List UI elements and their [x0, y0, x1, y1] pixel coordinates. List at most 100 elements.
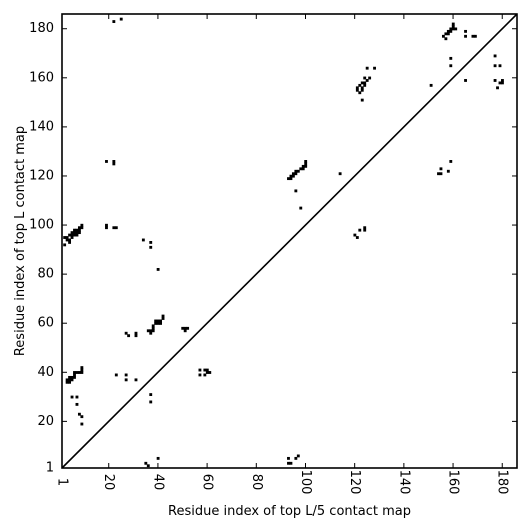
axis-ticks: [61, 14, 517, 469]
lower-contact-point: [296, 454, 300, 458]
upper-contact-point: [112, 160, 116, 163]
upper-contact-point: [75, 233, 79, 237]
lower-contact-point: [159, 321, 163, 325]
upper-contact-point: [498, 81, 502, 85]
x-tick-label: 40: [150, 474, 165, 491]
lower-contact-point: [181, 326, 185, 330]
lower-contact-point: [161, 314, 165, 318]
y-tick-label: 160: [29, 70, 54, 85]
upper-contact-point: [291, 172, 295, 176]
lower-contact-point: [68, 378, 72, 382]
x-tick-label: 20: [101, 474, 116, 491]
upper-contact-point: [501, 79, 504, 82]
upper-contact-point: [437, 172, 440, 176]
upper-contact-point: [493, 64, 497, 68]
upper-contact-point: [449, 56, 453, 60]
lower-contact-point: [198, 368, 202, 372]
upper-contact-point: [471, 34, 475, 38]
upper-contact-point: [338, 172, 342, 176]
upper-contact-point: [294, 189, 298, 193]
lower-contact-point: [68, 380, 72, 384]
upper-contact-point: [449, 27, 453, 31]
upper-contact-point: [365, 79, 369, 82]
lower-contact-point: [183, 326, 187, 330]
lower-contact-point: [205, 368, 209, 372]
lower-contact-point: [287, 461, 290, 465]
upper-contact-point: [304, 162, 308, 166]
y-tick-label: 120: [29, 168, 54, 183]
upper-contact-point: [68, 233, 72, 237]
y-tick-label: 180: [29, 21, 54, 36]
lower-contact-point: [80, 368, 84, 372]
x-tick-label: 120: [347, 470, 362, 495]
upper-contact-point: [358, 91, 362, 95]
upper-contact-point: [301, 167, 305, 171]
y-tick-label: 100: [29, 218, 54, 233]
lower-contact-point: [294, 456, 298, 460]
y-tick-label: 40: [37, 365, 54, 380]
upper-contact-point: [304, 160, 308, 163]
upper-contact-point: [446, 169, 450, 173]
upper-contact-point: [464, 34, 467, 38]
upper-contact-point: [80, 226, 84, 230]
y-tick-label: 140: [29, 119, 54, 134]
lower-contact-point: [151, 329, 155, 333]
upper-contact-point: [363, 81, 367, 85]
upper-contact-point: [68, 241, 72, 244]
lower-contact-point: [183, 329, 187, 333]
lower-contact-point: [134, 378, 138, 382]
upper-contact-point: [75, 228, 79, 232]
upper-contact-point: [496, 86, 499, 90]
x-tick-label: 60: [200, 474, 215, 491]
upper-contact-point: [149, 245, 153, 249]
upper-contact-point: [360, 88, 364, 92]
upper-contact-point: [294, 172, 298, 176]
lower-contact-point: [80, 422, 84, 426]
upper-contact-point: [501, 81, 504, 85]
x-tick-label: 140: [396, 470, 411, 495]
lower-contact-point: [146, 329, 150, 333]
upper-contact-point: [112, 20, 116, 23]
lower-contact-point: [70, 395, 74, 399]
upper-contact-point: [80, 223, 84, 227]
lower-contact-point: [80, 371, 84, 374]
lower-contact-point: [70, 378, 74, 382]
upper-contact-point: [299, 206, 303, 210]
upper-contact-point: [353, 233, 357, 237]
upper-contact-point: [119, 17, 123, 21]
upper-contact-point: [105, 160, 108, 163]
y-tick-label: 1: [46, 461, 54, 476]
upper-contact-point: [68, 238, 72, 242]
lower-contact-point: [70, 375, 74, 379]
lower-contact-point: [149, 400, 153, 404]
lower-contact-point: [73, 373, 76, 377]
lower-contact-point: [127, 334, 131, 338]
upper-contact-point: [77, 226, 81, 230]
upper-contact-point: [464, 79, 467, 82]
upper-contact-point: [493, 79, 497, 82]
lower-contact-point: [151, 326, 155, 330]
lower-contact-point: [198, 373, 202, 377]
upper-contact-point: [77, 228, 81, 232]
upper-contact-point: [296, 169, 300, 173]
lower-contact-point: [154, 319, 158, 323]
upper-contact-point: [363, 83, 367, 87]
upper-contact-point: [449, 29, 453, 33]
upper-contact-point: [449, 160, 453, 163]
y-axis-title: Residue index of top L contact map: [13, 126, 28, 356]
lower-contact-point: [68, 375, 72, 379]
upper-contact-point: [73, 233, 76, 237]
x-tick-label: 80: [249, 474, 264, 491]
x-axis-title: Residue index of top L/5 contact map: [168, 504, 411, 519]
lower-contact-point: [154, 321, 158, 325]
upper-contact-point: [65, 236, 69, 239]
upper-contact-point: [446, 29, 450, 33]
lower-contact-point: [80, 415, 84, 419]
lower-contact-point: [73, 371, 76, 374]
upper-contact-point: [105, 223, 108, 227]
lower-contact-point: [134, 334, 138, 338]
upper-contact-point: [291, 174, 295, 178]
lower-contact-point: [149, 329, 153, 333]
upper-contact-point: [304, 164, 308, 168]
upper-contact-point: [63, 236, 67, 239]
